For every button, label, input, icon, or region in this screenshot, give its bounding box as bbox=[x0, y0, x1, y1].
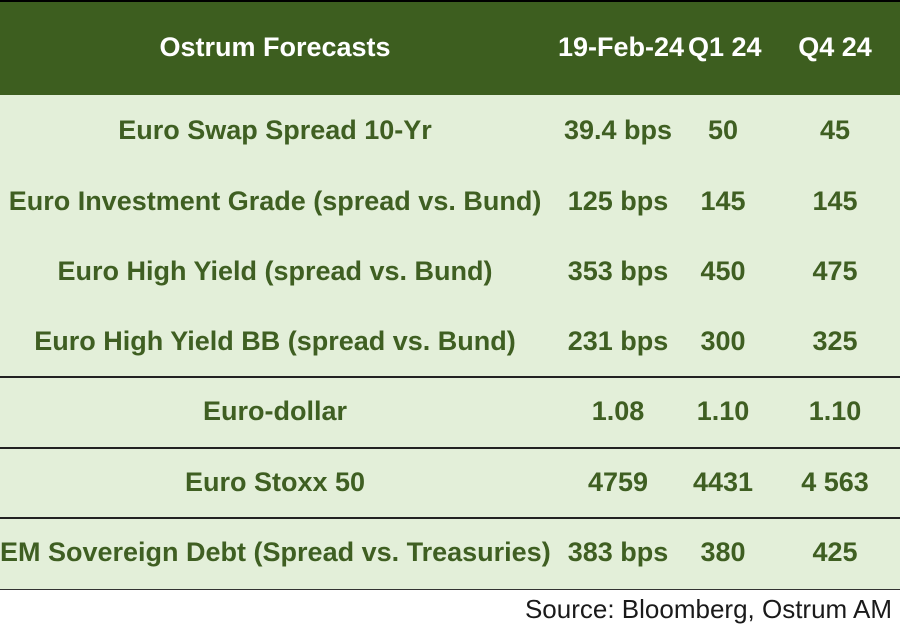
row-divider bbox=[0, 447, 900, 449]
row-value-q1: 300 bbox=[700, 326, 746, 356]
table-row: Euro High Yield (spread vs. Bund) 353 bp… bbox=[0, 236, 900, 306]
source-note: Source: Bloomberg, Ostrum AM bbox=[524, 594, 892, 624]
row-value-q1: 1.10 bbox=[696, 396, 750, 426]
table-row: EM Sovereign Debt (Spread vs. Treasuries… bbox=[0, 519, 900, 589]
table-bottom-border bbox=[0, 589, 900, 590]
table-title: Ostrum Forecasts bbox=[159, 32, 391, 62]
column-header-q1: Q1 24 bbox=[688, 32, 762, 62]
row-value-date: 39.4 bps bbox=[563, 115, 673, 145]
column-header-q4: Q4 24 bbox=[798, 32, 872, 62]
row-label: Euro Swap Spread 10-Yr bbox=[118, 115, 432, 145]
row-value-q1: 4431 bbox=[692, 467, 754, 497]
row-value-q1: 50 bbox=[707, 115, 739, 145]
table-row: Euro High Yield BB (spread vs. Bund) 231… bbox=[0, 306, 900, 376]
row-divider bbox=[0, 376, 900, 378]
row-value-date: 353 bps bbox=[567, 256, 669, 286]
row-value-date: 4759 bbox=[587, 467, 649, 497]
table-row: Euro Investment Grade (spread vs. Bund) … bbox=[0, 166, 900, 236]
row-value-date: 125 bps bbox=[567, 186, 669, 216]
table-header: Ostrum Forecasts 19-Feb-24 Q1 24 Q4 24 bbox=[0, 0, 900, 95]
row-label: Euro Stoxx 50 bbox=[184, 467, 366, 497]
row-label: Euro High Yield BB (spread vs. Bund) bbox=[34, 326, 516, 356]
row-value-q4: 145 bbox=[812, 186, 858, 216]
row-value-q1: 145 bbox=[700, 186, 746, 216]
row-value-q1: 450 bbox=[700, 256, 746, 286]
row-value-q4: 425 bbox=[812, 537, 858, 567]
row-value-q4: 45 bbox=[819, 115, 851, 145]
table-row: Euro Stoxx 50 4759 4431 4 563 bbox=[0, 449, 900, 519]
row-label: EM Sovereign Debt (Spread vs. Treasuries… bbox=[0, 537, 551, 567]
row-value-q4: 475 bbox=[812, 256, 858, 286]
row-value-date: 1.08 bbox=[591, 396, 645, 426]
table-row: Euro Swap Spread 10-Yr 39.4 bps 50 45 bbox=[0, 95, 900, 165]
row-value-q4: 325 bbox=[812, 326, 858, 356]
row-label: Euro Investment Grade (spread vs. Bund) bbox=[8, 186, 542, 216]
row-value-date: 231 bps bbox=[567, 326, 669, 356]
column-header-date: 19-Feb-24 bbox=[558, 32, 685, 62]
row-value-date: 383 bps bbox=[567, 537, 669, 567]
row-value-q1: 380 bbox=[700, 537, 746, 567]
table-row: Euro-dollar 1.08 1.10 1.10 bbox=[0, 378, 900, 448]
row-divider bbox=[0, 517, 900, 519]
row-value-q4: 1.10 bbox=[808, 396, 862, 426]
row-label: Euro-dollar bbox=[202, 396, 347, 426]
row-value-q4: 4 563 bbox=[801, 467, 869, 497]
row-label: Euro High Yield (spread vs. Bund) bbox=[57, 256, 493, 286]
table-body: Euro Swap Spread 10-Yr 39.4 bps 50 45 Eu… bbox=[0, 95, 900, 590]
